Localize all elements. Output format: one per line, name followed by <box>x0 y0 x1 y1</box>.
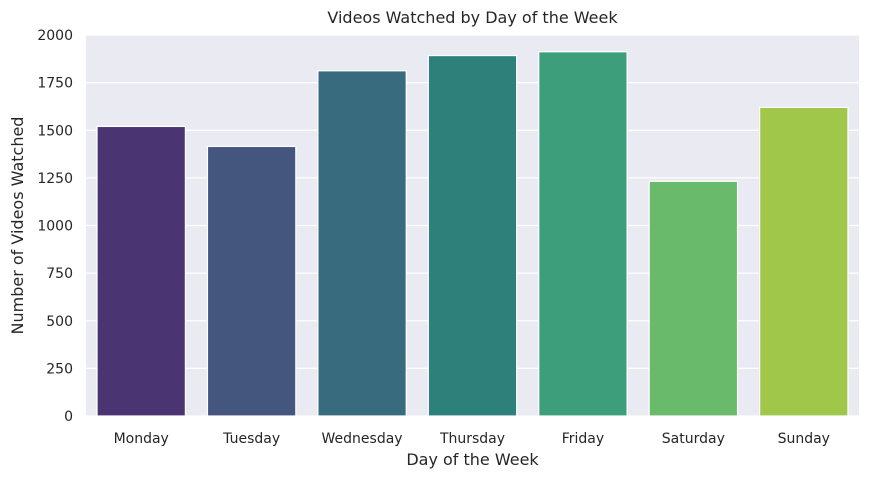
bar-tuesday <box>206 145 297 417</box>
bar-sunday <box>759 106 849 417</box>
bars <box>96 51 849 417</box>
y-tick-label: 750 <box>46 266 73 282</box>
bar-saturday <box>648 180 739 417</box>
x-tick-label: Tuesday <box>222 431 280 447</box>
x-tick-label: Saturday <box>662 431 725 447</box>
y-tick-label: 2000 <box>37 28 73 44</box>
x-axis-ticks: Monday Tuesday Wednesday Thursday Friday Satu… <box>114 431 830 447</box>
y-axis-label: Number of Videos Watched <box>8 117 27 335</box>
bar-wednesday <box>317 70 407 417</box>
y-tick-label: 1750 <box>37 76 73 92</box>
y-tick-label: 1000 <box>37 219 73 235</box>
bar-friday <box>538 51 628 417</box>
chart-title: Videos Watched by Day of the Week <box>327 8 618 27</box>
bar-monday <box>96 125 186 417</box>
y-tick-label: 1250 <box>37 171 73 187</box>
y-tick-label: 0 <box>64 409 73 425</box>
x-tick-label: Wednesday <box>322 431 403 447</box>
y-axis-ticks: 0 250 500 750 1000 1250 1500 1750 2000 <box>37 28 73 425</box>
x-axis-label: Day of the Week <box>406 450 539 469</box>
x-tick-label: Friday <box>562 431 604 447</box>
x-tick-label: Monday <box>114 431 169 447</box>
x-tick-label: Thursday <box>439 431 505 447</box>
x-tick-label: Sunday <box>778 431 830 447</box>
y-tick-label: 500 <box>46 314 73 330</box>
y-tick-label: 250 <box>46 361 73 377</box>
y-tick-label: 1500 <box>37 123 73 139</box>
bar-thursday <box>427 54 518 417</box>
